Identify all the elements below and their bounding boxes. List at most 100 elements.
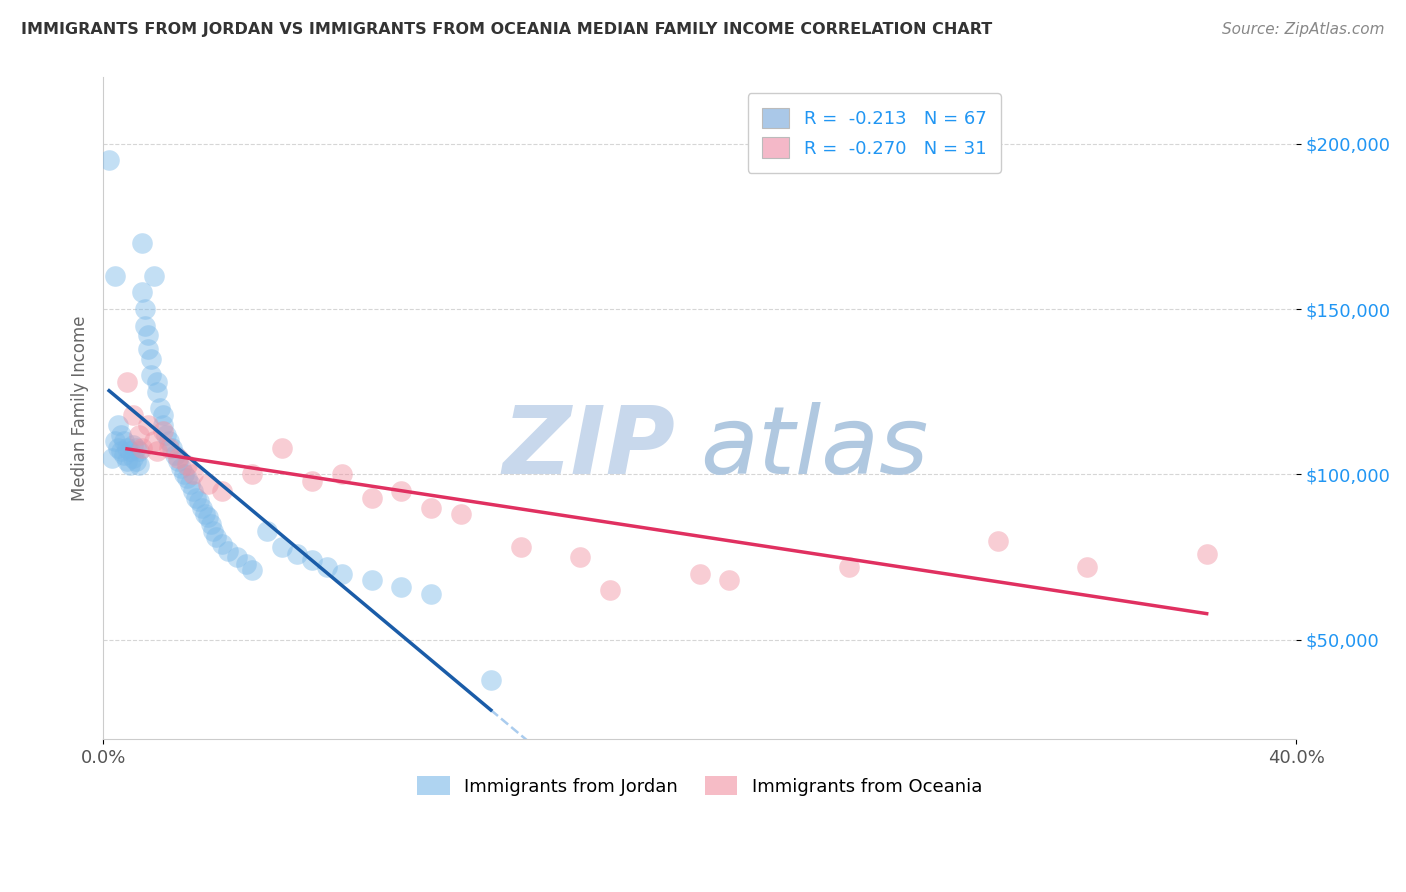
Point bbox=[187, 494, 209, 508]
Point bbox=[217, 543, 239, 558]
Point bbox=[240, 563, 263, 577]
Text: IMMIGRANTS FROM JORDAN VS IMMIGRANTS FROM OCEANIA MEDIAN FAMILY INCOME CORRELATI: IMMIGRANTS FROM JORDAN VS IMMIGRANTS FRO… bbox=[21, 22, 993, 37]
Point bbox=[315, 560, 337, 574]
Point bbox=[128, 458, 150, 472]
Point bbox=[240, 467, 263, 482]
Point bbox=[142, 434, 165, 449]
Point bbox=[170, 460, 193, 475]
Point bbox=[115, 375, 138, 389]
Text: Source: ZipAtlas.com: Source: ZipAtlas.com bbox=[1222, 22, 1385, 37]
Point bbox=[139, 368, 162, 383]
Point bbox=[389, 580, 412, 594]
Point bbox=[205, 530, 228, 544]
Point bbox=[1076, 560, 1098, 574]
Point bbox=[166, 454, 188, 468]
Point bbox=[125, 441, 148, 455]
Point bbox=[271, 441, 294, 455]
Point bbox=[118, 444, 141, 458]
Point bbox=[360, 491, 382, 505]
Point bbox=[689, 566, 711, 581]
Point bbox=[136, 342, 159, 356]
Point bbox=[330, 566, 353, 581]
Point bbox=[104, 434, 127, 449]
Point bbox=[146, 375, 169, 389]
Point bbox=[256, 524, 278, 538]
Point bbox=[122, 408, 145, 422]
Point bbox=[163, 448, 186, 462]
Point bbox=[131, 235, 153, 250]
Point bbox=[155, 427, 177, 442]
Point bbox=[98, 153, 121, 168]
Point bbox=[142, 268, 165, 283]
Point bbox=[115, 441, 138, 455]
Point bbox=[184, 491, 207, 505]
Point bbox=[152, 425, 174, 439]
Point bbox=[152, 408, 174, 422]
Text: atlas: atlas bbox=[700, 402, 928, 493]
Point bbox=[202, 524, 225, 538]
Point bbox=[211, 483, 233, 498]
Point bbox=[122, 438, 145, 452]
Point bbox=[718, 574, 741, 588]
Point bbox=[107, 441, 129, 455]
Point bbox=[125, 454, 148, 468]
Point bbox=[330, 467, 353, 482]
Point bbox=[271, 540, 294, 554]
Point bbox=[420, 500, 443, 515]
Point bbox=[176, 471, 198, 485]
Point bbox=[115, 454, 138, 468]
Text: ZIP: ZIP bbox=[503, 402, 676, 494]
Point bbox=[838, 560, 860, 574]
Point bbox=[152, 417, 174, 432]
Point bbox=[112, 448, 135, 462]
Point bbox=[200, 517, 222, 532]
Point bbox=[176, 458, 198, 472]
Point bbox=[181, 467, 204, 482]
Point bbox=[128, 427, 150, 442]
Point bbox=[104, 268, 127, 283]
Point bbox=[112, 434, 135, 449]
Y-axis label: Median Family Income: Median Family Income bbox=[72, 316, 89, 501]
Point bbox=[107, 417, 129, 432]
Point bbox=[235, 557, 257, 571]
Point bbox=[1195, 547, 1218, 561]
Point bbox=[101, 450, 124, 465]
Point bbox=[146, 384, 169, 399]
Point bbox=[110, 444, 132, 458]
Point bbox=[211, 537, 233, 551]
Point bbox=[285, 547, 308, 561]
Point bbox=[134, 318, 156, 333]
Point bbox=[599, 583, 621, 598]
Point bbox=[179, 477, 201, 491]
Point bbox=[131, 441, 153, 455]
Point bbox=[166, 450, 188, 465]
Point bbox=[389, 483, 412, 498]
Point bbox=[301, 474, 323, 488]
Point bbox=[157, 441, 180, 455]
Point bbox=[149, 401, 172, 416]
Point bbox=[197, 477, 219, 491]
Point bbox=[987, 533, 1010, 548]
Point bbox=[569, 550, 592, 565]
Point bbox=[450, 507, 472, 521]
Point bbox=[173, 467, 195, 482]
Point bbox=[128, 444, 150, 458]
Point bbox=[136, 417, 159, 432]
Point bbox=[197, 510, 219, 524]
Point bbox=[134, 301, 156, 316]
Point bbox=[122, 450, 145, 465]
Point bbox=[190, 500, 212, 515]
Point bbox=[118, 458, 141, 472]
Point bbox=[139, 351, 162, 366]
Point bbox=[479, 673, 502, 687]
Point bbox=[181, 483, 204, 498]
Point bbox=[301, 553, 323, 567]
Point bbox=[157, 434, 180, 449]
Point bbox=[226, 550, 249, 565]
Point bbox=[146, 444, 169, 458]
Legend: Immigrants from Jordan, Immigrants from Oceania: Immigrants from Jordan, Immigrants from … bbox=[411, 769, 990, 803]
Point bbox=[160, 441, 183, 455]
Point bbox=[360, 574, 382, 588]
Point bbox=[136, 328, 159, 343]
Point bbox=[509, 540, 531, 554]
